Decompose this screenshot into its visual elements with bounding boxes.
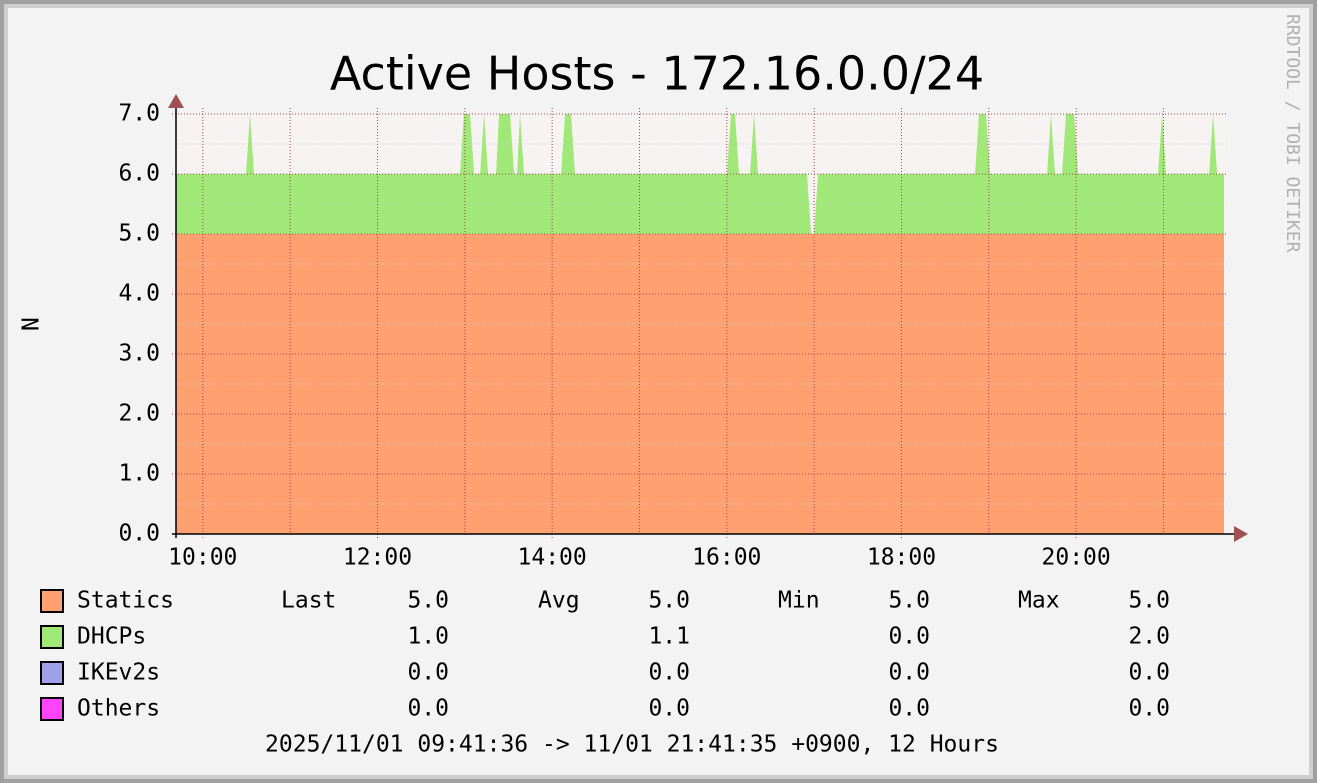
- y-tick-label: 1.0: [118, 461, 160, 487]
- stat-value: 5.0: [1128, 588, 1170, 614]
- y-tick-label: 7.0: [118, 101, 160, 127]
- stat-value: 0.0: [648, 660, 690, 686]
- x-tick-label: 10:00: [168, 545, 237, 571]
- legend-swatch: [40, 589, 64, 613]
- legend-label: Statics: [77, 588, 174, 614]
- stat-value: 5.0: [888, 588, 930, 614]
- y-axis-arrow: [168, 94, 184, 108]
- y-tick-label: 6.0: [118, 161, 160, 187]
- stat-value: 0.0: [407, 696, 449, 722]
- x-tick-label: 18:00: [867, 545, 936, 571]
- legend-label: Others: [77, 696, 160, 722]
- y-tick-label: 2.0: [118, 401, 160, 427]
- stat-value: 0.0: [888, 624, 930, 650]
- stat-header: Avg: [538, 588, 580, 614]
- stat-value: 0.0: [407, 660, 449, 686]
- watermark: RRDTOOL / TOBI OETIKER: [1282, 14, 1303, 253]
- x-tick-label: 14:00: [518, 545, 587, 571]
- footer: 2025/11/01 09:41:36 -> 11/01 21:41:35 +0…: [265, 732, 999, 758]
- legend-label: IKEv2s: [77, 660, 160, 686]
- stat-value: 0.0: [888, 660, 930, 686]
- stat-value: 5.0: [407, 588, 449, 614]
- stat-value: 0.0: [1128, 660, 1170, 686]
- stat-value: 1.0: [407, 624, 449, 650]
- x-axis-arrow: [1234, 526, 1248, 542]
- stat-value: 1.1: [648, 624, 690, 650]
- area: [176, 234, 1224, 534]
- stat-value: 0.0: [888, 696, 930, 722]
- y-tick-label: 3.0: [118, 341, 160, 367]
- stat-value: 5.0: [648, 588, 690, 614]
- chart-title: Active Hosts - 172.16.0.0/24: [330, 47, 984, 101]
- y-tick-label: 0.0: [118, 521, 160, 547]
- legend-label: DHCPs: [77, 624, 146, 650]
- x-tick-label: 12:00: [343, 545, 412, 571]
- y-tick-label: 4.0: [118, 281, 160, 307]
- x-tick-label: 20:00: [1042, 545, 1111, 571]
- stat-value: 0.0: [648, 696, 690, 722]
- legend-swatch: [40, 661, 64, 685]
- y-tick-label: 5.0: [118, 221, 160, 247]
- stat-header: Min: [778, 588, 820, 614]
- legend-swatch: [40, 697, 64, 721]
- legend-swatch: [40, 625, 64, 649]
- stat-header: Last: [281, 588, 336, 614]
- y-axis-label: N: [19, 317, 45, 331]
- stat-header: Max: [1018, 588, 1060, 614]
- stat-value: 0.0: [1128, 696, 1170, 722]
- x-tick-label: 16:00: [692, 545, 761, 571]
- stat-value: 2.0: [1128, 624, 1170, 650]
